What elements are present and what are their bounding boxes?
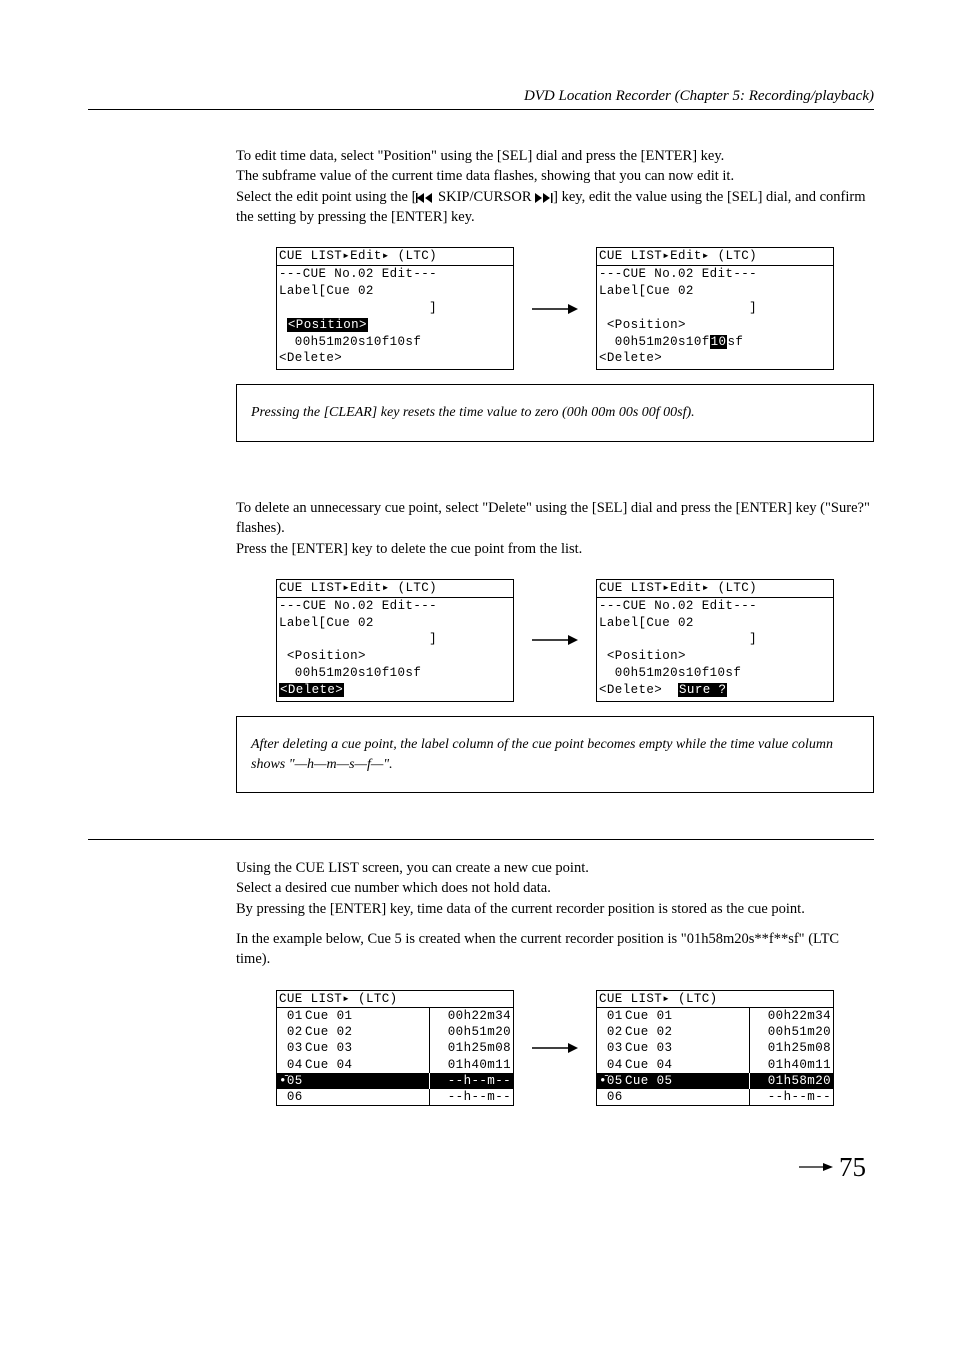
text: To edit time data, select "Position" usi… [236,146,874,166]
lcd-panel-left: CUE LIST▸Edit▸ (LTC) ---CUE No.02 Edit--… [276,247,514,370]
lcd-panel-right: CUE LIST▸Edit▸ (LTC) ---CUE No.02 Edit--… [596,579,834,702]
lcd-body: ---CUE No.02 Edit--- Label[Cue 02 ] <Pos… [597,266,833,369]
cue-list-row: 03Cue 0301h25m08 [597,1040,833,1056]
paragraph-create-cue: Using the CUE LIST screen, you can creat… [236,858,874,969]
note-after-delete: After deleting a cue point, the label co… [236,716,874,793]
text: By pressing the [ENTER] key, time data o… [236,899,874,919]
cue-list-row: 03Cue 0301h25m08 [277,1040,513,1056]
lcd-body: ---CUE No.02 Edit--- Label[Cue 02 ] <Pos… [277,266,513,369]
skip-fwd-icon [535,193,553,203]
arrow-right-icon [532,302,578,316]
cue-list-row: 04Cue 0401h40m11 [277,1057,513,1073]
arrow-right-icon [532,1041,578,1055]
lcd-title: CUE LIST▸Edit▸ (LTC) [277,580,513,598]
text: To delete an unnecessary cue point, sele… [236,498,874,539]
skip-back-icon [416,193,434,203]
cue-list-row: 01Cue 0100h22m34 [597,1008,833,1024]
cue-list-row: 01Cue 0100h22m34 [277,1008,513,1024]
text: Select a desired cue number which does n… [236,878,874,898]
cue-list-row: 04Cue 0401h40m11 [597,1057,833,1073]
cue-list-row-selected: •̄05Cue 0501h58m20 [597,1073,833,1089]
text: In the example below, Cue 5 is created w… [236,929,874,970]
lcd-title: CUE LIST▸Edit▸ (LTC) [597,580,833,598]
page-number: 75 [88,1152,874,1183]
text: Select the edit point using the [ SKIP/C… [236,187,874,228]
paragraph-edit-time: To edit time data, select "Position" usi… [236,146,874,227]
lcd-title: CUE LIST▸ (LTC) [597,991,833,1008]
page-arrow-icon [799,1162,833,1172]
lcd-row-create: CUE LIST▸ (LTC) 01Cue 0100h22m34 02Cue 0… [236,990,874,1107]
lcd-panel-left: CUE LIST▸Edit▸ (LTC) ---CUE No.02 Edit--… [276,579,514,702]
cue-list-panel-right: CUE LIST▸ (LTC) 01Cue 0100h22m34 02Cue 0… [596,990,834,1107]
text: The subframe value of the current time d… [236,166,874,186]
lcd-panel-right: CUE LIST▸Edit▸ (LTC) ---CUE No.02 Edit--… [596,247,834,370]
cue-list-row: 02Cue 0200h51m20 [277,1024,513,1040]
cue-list-row: 06--h--m-- [277,1089,513,1105]
arrow-right-icon [532,633,578,647]
lcd-body: ---CUE No.02 Edit--- Label[Cue 02 ] <Pos… [597,598,833,701]
section-divider [88,839,874,840]
cue-list-row-selected: •̄05--h--m-- [277,1073,513,1089]
lcd-body: ---CUE No.02 Edit--- Label[Cue 02 ] <Pos… [277,598,513,701]
paragraph-delete-cue: To delete an unnecessary cue point, sele… [236,498,874,559]
cue-list-row: 02Cue 0200h51m20 [597,1024,833,1040]
lcd-title: CUE LIST▸Edit▸ (LTC) [277,248,513,266]
text: Using the CUE LIST screen, you can creat… [236,858,874,878]
lcd-row-position: CUE LIST▸Edit▸ (LTC) ---CUE No.02 Edit--… [236,247,874,370]
lcd-row-delete: CUE LIST▸Edit▸ (LTC) ---CUE No.02 Edit--… [236,579,874,702]
page-header: DVD Location Recorder (Chapter 5: Record… [88,88,874,110]
text: Press the [ENTER] key to delete the cue … [236,539,874,559]
cue-list-row: 06--h--m-- [597,1089,833,1105]
lcd-title: CUE LIST▸Edit▸ (LTC) [597,248,833,266]
cue-list-panel-left: CUE LIST▸ (LTC) 01Cue 0100h22m34 02Cue 0… [276,990,514,1107]
note-clear-key: Pressing the [CLEAR] key resets the time… [236,384,874,442]
lcd-title: CUE LIST▸ (LTC) [277,991,513,1008]
